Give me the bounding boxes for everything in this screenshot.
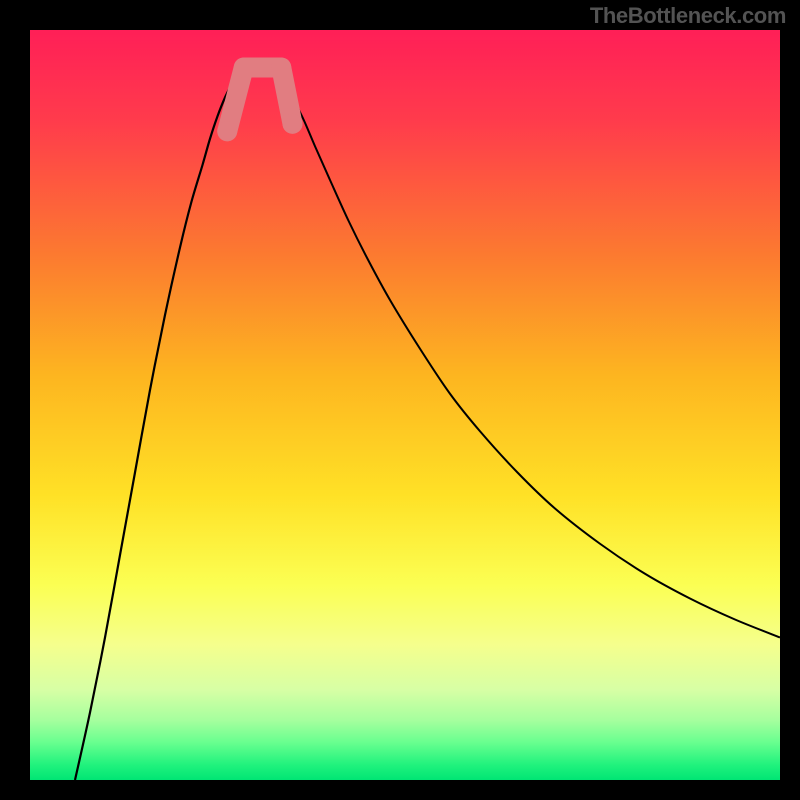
curve-right bbox=[285, 83, 780, 638]
curve-left bbox=[75, 83, 233, 781]
pink-marker bbox=[217, 68, 302, 142]
chart-frame: TheBottleneck.com bbox=[0, 0, 800, 800]
curve-overlay bbox=[30, 30, 780, 780]
watermark-text: TheBottleneck.com bbox=[590, 3, 786, 29]
plot-area bbox=[30, 30, 780, 780]
